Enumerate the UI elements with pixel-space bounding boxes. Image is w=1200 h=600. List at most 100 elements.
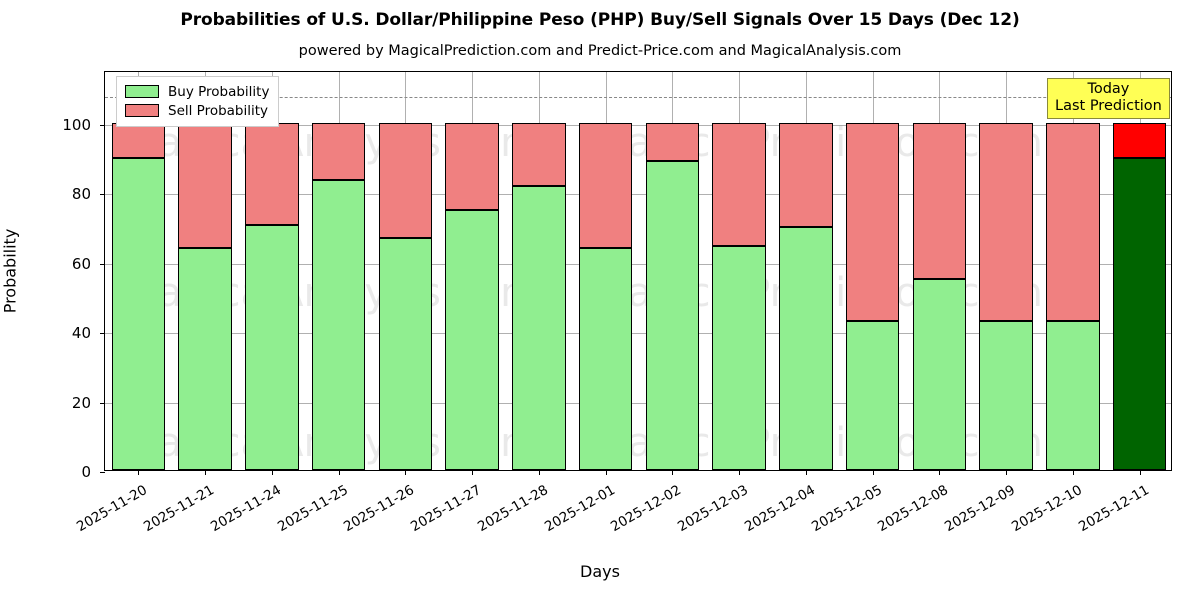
x-tick-mark [739, 470, 741, 475]
bar-segment-buy [578, 247, 633, 470]
x-tick-label: 2025-11-24 [207, 482, 284, 536]
x-tick-label: 2025-12-05 [808, 482, 885, 536]
bar-segment-buy [645, 161, 700, 470]
bar-segment-sell [245, 123, 299, 226]
bar-segment-sell [779, 123, 833, 228]
bar-segment-buy [979, 320, 1033, 470]
bar-segment-sell [845, 123, 900, 321]
bar-segment-sell [1112, 123, 1167, 158]
legend-swatch-sell [125, 104, 159, 117]
bar-segment-sell [512, 123, 566, 186]
legend-item-sell: Sell Probability [125, 101, 269, 120]
page-title: Probabilities of U.S. Dollar/Philippine … [180, 10, 1020, 30]
x-tick-mark [872, 470, 874, 475]
y-tick-mark-60 [100, 263, 105, 265]
x-tick-label: 2025-12-11 [1075, 482, 1152, 536]
y-tick-mark-80 [100, 194, 105, 196]
bar-2025-11-21[interactable] [178, 70, 232, 470]
x-tick-label: 2025-12-01 [541, 482, 618, 536]
bar-segment-sell [912, 123, 967, 280]
x-tick-label: 2025-11-28 [474, 482, 551, 536]
x-tick-mark [805, 470, 807, 475]
today-annotation-line2: Last Prediction [1055, 98, 1162, 114]
gridline-y-100 [105, 125, 1171, 127]
gridline-y-80 [105, 194, 1171, 196]
reference-line [105, 97, 1171, 99]
y-tick-label: 0 [81, 463, 91, 481]
x-tick-mark [672, 470, 674, 475]
bar-segment-buy [1046, 320, 1100, 470]
x-tick-mark [1006, 470, 1008, 475]
y-tick-mark-40 [100, 333, 105, 335]
gridline-y-20 [105, 402, 1171, 404]
bar-segment-sell [578, 123, 633, 248]
bar-2025-12-02[interactable] [645, 70, 700, 470]
x-tick-label: 2025-11-27 [408, 482, 485, 536]
x-tick-mark [538, 470, 540, 475]
bar-segment-sell [311, 123, 366, 181]
bar-segment-sell [111, 123, 166, 158]
bar-2025-12-05[interactable] [845, 70, 900, 470]
y-tick-label: 40 [71, 324, 91, 343]
bar-2025-11-20[interactable] [111, 70, 166, 470]
x-tick-mark [138, 470, 140, 475]
today-annotation-line1: Today [1087, 81, 1130, 97]
x-axis-label: Days [580, 562, 620, 581]
y-tick-label: 100 [62, 116, 91, 135]
chart-subtitle: powered by MagicalPrediction.com and Pre… [298, 43, 902, 59]
bar-2025-12-04[interactable] [779, 70, 833, 470]
x-tick-label: 2025-12-04 [741, 482, 818, 536]
y-tick-mark-20 [100, 402, 105, 404]
bar-2025-11-25[interactable] [311, 70, 366, 470]
bar-2025-12-09[interactable] [979, 70, 1033, 470]
x-tick-mark [1072, 470, 1074, 475]
y-axis-label: Probability [0, 228, 20, 314]
x-tick-mark [1139, 470, 1141, 475]
bar-segment-buy [512, 185, 566, 470]
x-tick-label: 2025-12-10 [1008, 482, 1085, 536]
bar-segment-buy [245, 225, 299, 470]
bar-segment-buy [845, 320, 900, 470]
bar-2025-12-03[interactable] [712, 70, 766, 470]
bar-2025-11-28[interactable] [512, 70, 566, 470]
legend-label-buy: Buy Probability [168, 83, 270, 100]
x-tick-label: 2025-11-21 [141, 482, 218, 536]
bar-segment-sell [1046, 123, 1100, 321]
gridline-y-60 [105, 263, 1171, 265]
bar-segment-sell [645, 123, 700, 162]
x-tick-mark [939, 470, 941, 475]
bar-2025-11-26[interactable] [378, 70, 433, 470]
x-tick-mark [605, 470, 607, 475]
bar-2025-12-01[interactable] [578, 70, 633, 470]
bar-segment-buy [712, 246, 766, 470]
y-tick-mark-0 [100, 472, 105, 473]
x-tick-label: 2025-12-09 [942, 482, 1019, 536]
bar-segment-buy [445, 209, 499, 470]
y-tick-mark-100 [100, 125, 105, 127]
gridline-y-40 [105, 333, 1171, 335]
bar-2025-11-24[interactable] [245, 70, 299, 470]
y-tick-label: 60 [71, 254, 91, 273]
bar-segment-sell [178, 123, 232, 248]
today-annotation: Today Last Prediction [1047, 78, 1170, 119]
x-tick-mark [472, 470, 474, 475]
bar-segment-buy [378, 237, 433, 470]
x-tick-label: 2025-12-08 [875, 482, 952, 536]
bar-segment-buy [111, 157, 166, 470]
bar-2025-12-10[interactable] [1046, 70, 1100, 470]
legend-label-sell: Sell Probability [168, 102, 269, 119]
bar-segment-sell [445, 123, 499, 210]
bar-2025-12-11[interactable] [1112, 70, 1167, 470]
legend: Buy Probability Sell Probability [116, 76, 280, 127]
x-tick-mark [405, 470, 407, 475]
x-tick-label: 2025-11-25 [274, 482, 351, 536]
x-tick-label: 2025-11-20 [74, 482, 151, 536]
y-tick-label: 20 [71, 393, 91, 412]
bar-2025-11-27[interactable] [445, 70, 499, 470]
bar-segment-buy [1112, 157, 1167, 470]
x-tick-label: 2025-12-03 [675, 482, 752, 536]
legend-item-buy: Buy Probability [125, 82, 269, 101]
x-tick-label: 2025-11-26 [341, 482, 418, 536]
bar-2025-12-08[interactable] [912, 70, 967, 470]
